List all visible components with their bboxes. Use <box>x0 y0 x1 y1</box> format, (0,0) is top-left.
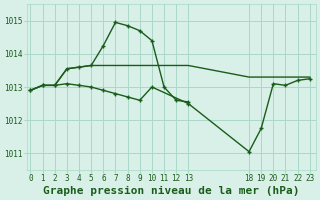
X-axis label: Graphe pression niveau de la mer (hPa): Graphe pression niveau de la mer (hPa) <box>43 186 300 196</box>
